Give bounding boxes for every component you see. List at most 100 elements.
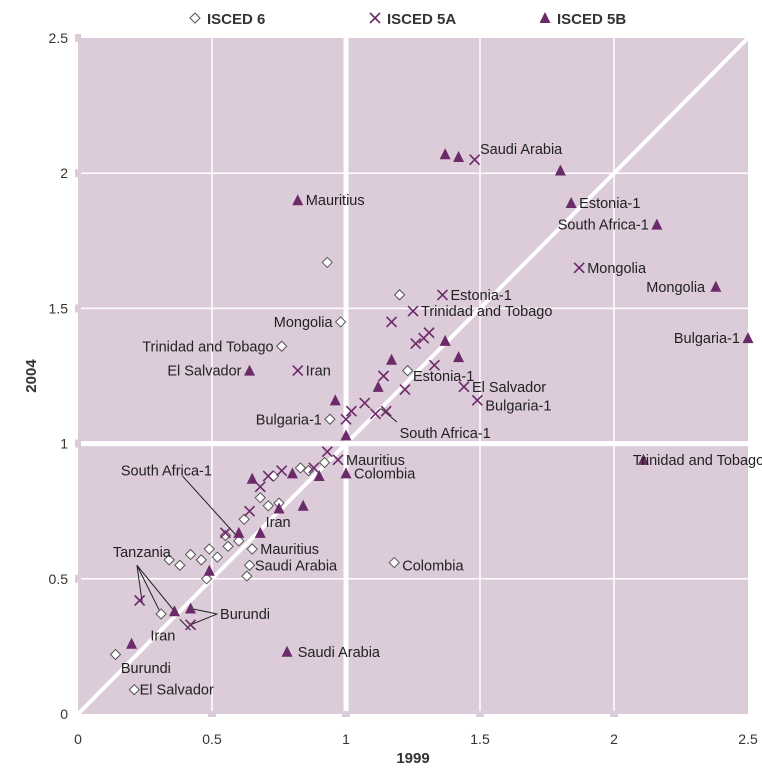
cross-stroke (428, 359, 441, 371)
point-diamond (275, 340, 288, 352)
cross-stroke (369, 408, 382, 420)
point-diamond (294, 462, 307, 474)
point-cross (410, 337, 422, 350)
point-diamond (195, 554, 207, 566)
leader-line (190, 608, 218, 615)
y-tick-label: 0.5 (49, 571, 69, 587)
point-diamond (174, 559, 186, 571)
point-triangle (286, 467, 298, 479)
leader-line (380, 408, 398, 423)
point-label: El Salvador (167, 364, 241, 380)
cross-stroke (243, 505, 256, 517)
point-label: Saudi Arabia (255, 558, 338, 574)
y-tick-mark (75, 34, 81, 42)
y-tick-label: 2.5 (49, 30, 69, 46)
point-triangle (233, 526, 245, 538)
point-label: Estonia-1 (413, 369, 474, 385)
point-triangle (340, 467, 352, 479)
cross-stroke (262, 470, 274, 482)
point-triangle (386, 353, 398, 365)
point-cross (471, 394, 483, 406)
point-triangle (651, 218, 663, 230)
point-triangle (637, 453, 649, 465)
point-cross (292, 365, 304, 377)
point-label: Burundi (121, 661, 171, 677)
point-cross (407, 305, 419, 317)
point-triangle (372, 380, 384, 392)
point-cross (340, 413, 352, 425)
point-cross (380, 405, 392, 417)
y-tick-label: 1 (60, 436, 68, 452)
cross-stroke (380, 405, 392, 417)
point-diamond (262, 500, 274, 512)
point-diamond (219, 529, 232, 542)
point-diamond (155, 608, 167, 620)
cross-stroke (332, 454, 344, 466)
cross-stroke (359, 397, 371, 409)
point-diamond (388, 556, 400, 569)
legend-label: ISCED 5A (387, 11, 456, 28)
point-diamond (211, 551, 224, 563)
point-label: Iran (306, 364, 331, 380)
grid (78, 38, 748, 714)
point-cross (359, 397, 371, 409)
point-cross (469, 154, 481, 166)
cross-stroke (471, 394, 483, 406)
x-tick-mark (208, 711, 216, 717)
point-label: El Salvador (140, 683, 214, 699)
point-triangle (203, 564, 215, 576)
point-cross (243, 505, 256, 517)
point-label: Mauritius (306, 193, 365, 209)
point-triangle (273, 502, 285, 514)
cross-stroke (410, 337, 422, 350)
point-diamond (393, 289, 406, 301)
point-triangle (439, 148, 451, 160)
point-triangle (168, 605, 180, 617)
point-cross (276, 465, 288, 477)
cross-stroke (219, 527, 231, 539)
cross-stroke (134, 594, 146, 606)
point-cross (399, 383, 411, 396)
point-cross (369, 408, 382, 420)
x-tick-label: 2.5 (738, 731, 758, 747)
point-cross (308, 462, 320, 474)
point-cross (385, 316, 398, 328)
leader-line (179, 619, 191, 631)
point-label: Saudi Arabia (298, 645, 381, 661)
cross-stroke (573, 262, 585, 274)
point-diamond (321, 256, 333, 269)
point-triangle (126, 637, 138, 649)
legend-label: ISCED 6 (207, 11, 265, 28)
legend-item: ISCED 5B (539, 11, 626, 28)
point-label: Mongolia (587, 261, 647, 277)
cross-stroke (369, 12, 381, 24)
point-label: Colombia (354, 466, 416, 482)
point-label: Trinidad and Tobago (421, 304, 552, 320)
cross-stroke (292, 365, 304, 377)
legend-marker-diamond (189, 12, 201, 24)
point-cross (377, 370, 390, 382)
point-triangle (710, 280, 722, 292)
point-label: Estonia-1 (579, 196, 640, 212)
legend-marker-triangle (539, 12, 551, 23)
point-diamond (401, 364, 414, 377)
point-label: Saudi Arabia (480, 142, 563, 158)
point-label: Tanzania (113, 545, 172, 561)
point-label: Bulgaria-1 (674, 331, 740, 347)
point-cross (573, 262, 585, 274)
point-triangle (554, 164, 566, 176)
cross-stroke (340, 413, 352, 425)
point-cross (423, 327, 435, 339)
legend-marker-cross (369, 12, 381, 24)
leader-lines (136, 408, 398, 631)
point-cross (428, 359, 441, 371)
x-tick-mark (610, 711, 618, 717)
leader-line (190, 613, 218, 626)
point-label: Colombia (402, 558, 464, 574)
legend-item: ISCED 6 (189, 11, 265, 28)
point-triangle (185, 602, 197, 614)
cross-stroke (436, 289, 449, 301)
y-tick-mark (75, 574, 81, 583)
x-tick-label: 0 (74, 731, 82, 747)
